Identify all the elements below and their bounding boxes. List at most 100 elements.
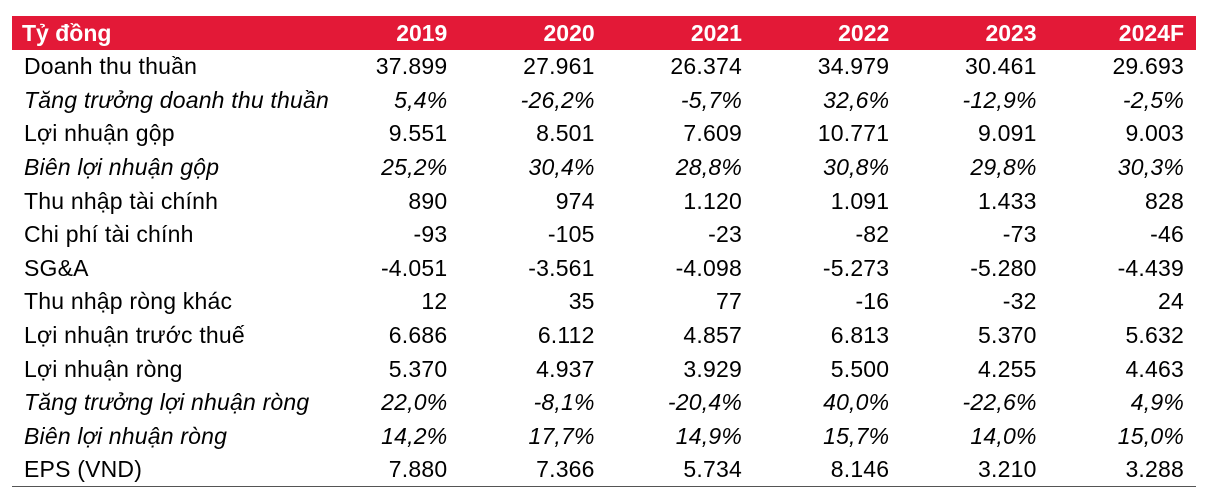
cell-value: 10.771 <box>817 120 890 147</box>
table-row: Lợi nhuận trước thuế 6.686 6.112 4.857 6.813… <box>12 319 1196 353</box>
cell-value: 30.461 <box>965 53 1037 80</box>
header-row: Tỷ đồng 2019 2020 2021 2022 2023 2024F <box>12 16 1196 50</box>
table-header: Tỷ đồng 2019 2020 2021 2022 2023 2024F <box>12 16 1196 50</box>
cell-value: -16 <box>855 288 890 315</box>
cell-value: -2,5% <box>1122 86 1184 113</box>
cell-value: 3.288 <box>1048 453 1196 488</box>
cell-value: -4.439 <box>1117 254 1184 281</box>
row-label: Tăng trưởng lợi nhuận ròng <box>24 389 310 416</box>
table-row: Thu nhập tài chính 890 974 1.120 1.091 1.433 8… <box>12 184 1196 218</box>
cell-value: 29.693 <box>1112 53 1184 80</box>
cell-value: -93 <box>413 221 448 248</box>
cell-value: 30,8% <box>823 154 890 181</box>
cell-value: 37.899 <box>375 53 448 80</box>
header-unit-label: Tỷ đồng <box>22 20 112 46</box>
cell-value: 5.370 <box>978 322 1037 349</box>
cell-value: 25,2% <box>381 154 448 181</box>
row-label: EPS (VND) <box>12 453 313 488</box>
cell-value: 5,4% <box>394 86 448 113</box>
row-label: Doanh thu thuần <box>24 53 198 80</box>
cell-value: 5.632 <box>1125 322 1184 349</box>
cell-value: 4.463 <box>1125 355 1184 382</box>
cell-value: 1.433 <box>978 187 1037 214</box>
row-label: SG&A <box>24 254 89 281</box>
cell-value: 4.857 <box>683 322 742 349</box>
header-year: 2022 <box>838 20 890 46</box>
cell-value: 29,8% <box>970 154 1037 181</box>
cell-value: 27.961 <box>523 53 595 80</box>
table-row: Lợi nhuận gộp 9.551 8.501 7.609 10.771 9.091 9… <box>12 117 1196 151</box>
cell-value: 40,0% <box>823 389 890 416</box>
financial-summary-table: Tỷ đồng 2019 2020 2021 2022 2023 2024F D… <box>12 16 1196 488</box>
row-label: Lợi nhuận trước thuế <box>24 322 245 349</box>
cell-value: 14,2% <box>381 422 448 449</box>
cell-value: 14,0% <box>970 422 1037 449</box>
row-label: Thu nhập ròng khác <box>24 288 233 315</box>
cell-value: -23 <box>708 221 742 248</box>
cell-value: 9.551 <box>388 120 448 147</box>
cell-value: 8.501 <box>536 120 595 147</box>
table-row: Lợi nhuận ròng 5.370 4.937 3.929 5.500 4.255 4… <box>12 352 1196 386</box>
cell-value: 4.937 <box>536 355 595 382</box>
cell-value: 34.979 <box>817 53 890 80</box>
cell-value: 4,9% <box>1130 389 1184 416</box>
cell-value: -3.561 <box>528 254 595 281</box>
header-year: 2024F <box>1118 20 1184 46</box>
cell-value: 6.813 <box>830 322 890 349</box>
cell-value: 15,0% <box>1117 422 1184 449</box>
cell-value: -20,4% <box>667 389 742 416</box>
table-row: Biên lợi nhuận ròng 14,2% 17,7% 14,9% 15,7% 1… <box>12 420 1196 454</box>
table-row: SG&A -4.051 -3.561 -4.098 -5.273 -5.280 -4.439 <box>12 252 1196 286</box>
cell-value: -73 <box>1002 221 1037 248</box>
cell-value: 17,7% <box>528 422 595 449</box>
cell-value: 1.091 <box>830 187 890 214</box>
row-label: Biên lợi nhuận gộp <box>24 154 220 181</box>
cell-value: 1.120 <box>683 187 742 214</box>
cell-value: -82 <box>855 221 890 248</box>
cell-value: 9.003 <box>1125 120 1184 147</box>
table-row: Tăng trưởng doanh thu thuần 5,4% -26,2% -5,… <box>12 84 1196 118</box>
cell-value: 6.112 <box>537 322 595 349</box>
table-body: Doanh thu thuần 37.899 27.961 26.374 34.979 3… <box>12 50 1196 488</box>
header-year: 2020 <box>543 20 595 46</box>
table-row: EPS (VND) 7.880 7.366 5.734 8.146 3.210 3.288 <box>12 453 1196 488</box>
cell-value: 3.929 <box>683 355 742 382</box>
cell-value: 7.609 <box>683 120 742 147</box>
cell-value: 14,9% <box>675 422 742 449</box>
cell-value: 828 <box>1145 187 1184 214</box>
cell-value: 9.091 <box>978 120 1037 147</box>
cell-value: 26.374 <box>670 53 742 80</box>
table-row: Biên lợi nhuận gộp 25,2% 30,4% 28,8% 30,8% 29… <box>12 151 1196 185</box>
cell-value: 22,0% <box>381 389 448 416</box>
header-year: 2019 <box>396 20 448 46</box>
cell-value: 24 <box>1158 288 1184 315</box>
row-label: Lợi nhuận ròng <box>24 355 183 382</box>
table-row: Chi phí tài chính -93 -105 -23 -82 -73 -46 <box>12 218 1196 252</box>
cell-value: 30,4% <box>528 154 595 181</box>
table-row: Doanh thu thuần 37.899 27.961 26.374 34.979 3… <box>12 50 1196 84</box>
cell-value: -12,9% <box>962 86 1037 113</box>
cell-value: 8.146 <box>753 453 902 488</box>
cell-value: -5.273 <box>822 254 890 281</box>
cell-value: 30,3% <box>1117 154 1184 181</box>
cell-value: 12 <box>421 288 448 315</box>
row-label: Lợi nhuận gộp <box>24 120 175 147</box>
cell-value: 3.210 <box>901 453 1049 488</box>
cell-value: -105 <box>547 221 595 248</box>
cell-value: -5,7% <box>680 86 742 113</box>
cell-value: 15,7% <box>823 422 890 449</box>
cell-value: 7.880 <box>312 453 460 488</box>
cell-value: -32 <box>1002 288 1037 315</box>
cell-value: 5.370 <box>388 355 448 382</box>
cell-value: 5.734 <box>606 453 754 488</box>
cell-value: 32,6% <box>823 86 890 113</box>
row-label: Chi phí tài chính <box>24 221 194 248</box>
cell-value: -8,1% <box>533 389 595 416</box>
table-row: Tăng trưởng lợi nhuận ròng 22,0% -8,1% -20,… <box>12 386 1196 420</box>
cell-value: 6.686 <box>388 322 448 349</box>
cell-value: 890 <box>408 187 448 214</box>
cell-value: 35 <box>568 288 595 315</box>
cell-value: 974 <box>555 187 595 214</box>
table-row: Thu nhập ròng khác 12 35 77 -16 -32 24 <box>12 285 1196 319</box>
cell-value: -46 <box>1150 221 1184 248</box>
